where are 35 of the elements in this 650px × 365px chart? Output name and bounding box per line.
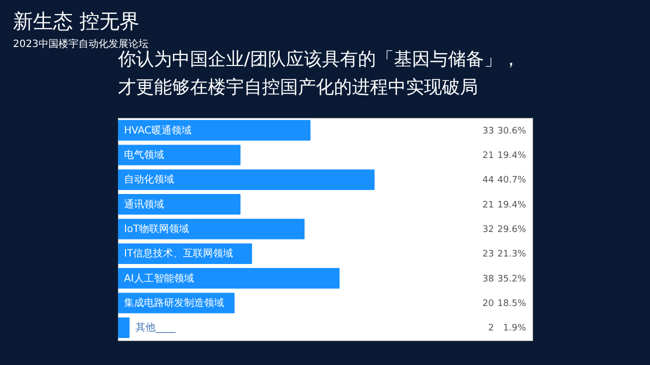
data-label: 33	[482, 126, 494, 136]
data-label: 32	[482, 225, 494, 235]
text: 19.4%	[497, 200, 526, 210]
text: 40.7%	[497, 176, 526, 186]
text: 新生态 控无界	[13, 9, 140, 33]
text: 21.3%	[497, 250, 526, 260]
text: 18.5%	[497, 299, 526, 309]
y-tick-label: 自动化领域	[124, 174, 174, 186]
bar	[118, 317, 130, 338]
text: 19.4%	[497, 151, 526, 161]
y-tick-label: 集成电路研发制造领域	[124, 297, 224, 309]
data-label: 21	[482, 200, 494, 210]
text: 2023中国楼宇自动化发展论坛	[13, 38, 148, 50]
bar	[118, 268, 340, 289]
data-label: 2	[488, 324, 494, 334]
text: 35.2%	[497, 274, 526, 284]
bar	[118, 169, 375, 190]
y-tick-label: IoT物联网领域	[124, 223, 190, 235]
y-tick-label: AI人工智能领域	[124, 272, 194, 284]
data-label: 44	[482, 176, 494, 186]
y-tick-label: HVAC暖通领域	[124, 124, 192, 136]
text: 29.6%	[497, 225, 526, 235]
bar	[118, 120, 311, 141]
text: 1.9%	[503, 324, 526, 334]
data-label: 38	[482, 274, 494, 284]
text: 30.6%	[497, 126, 526, 136]
data-label: 21	[482, 151, 494, 161]
y-tick-label: IT信息技术、互联网领域	[124, 248, 234, 260]
data-label: 20	[482, 299, 494, 309]
y-tick-label: 通讯领域	[124, 198, 164, 210]
chart-title: 你认为中国企业/团队应该具有的「基因与储备」，才更能够在楼宇自控国产化的进程中实现破局	[117, 49, 520, 98]
data-label: 23	[482, 250, 494, 260]
y-tick-label: 其他____	[136, 322, 177, 334]
bar	[118, 194, 241, 215]
y-tick-label: 电气领域	[124, 149, 164, 161]
